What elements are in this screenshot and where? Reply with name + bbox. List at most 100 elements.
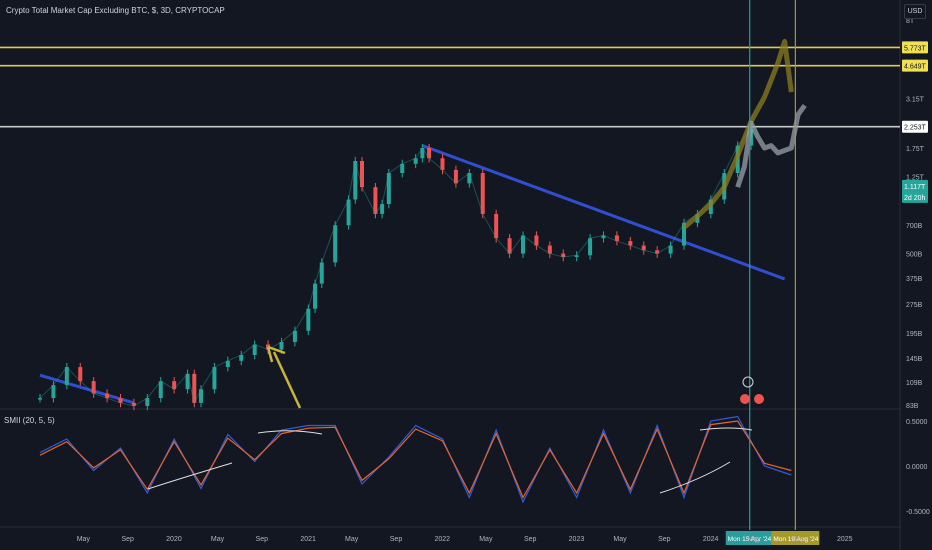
currency-selector[interactable]: USD [904, 4, 926, 19]
candle [534, 235, 539, 246]
indicator-y-tick-label: -0.5000 [906, 509, 930, 516]
y-tick-label: 195B [906, 331, 923, 338]
x-tick-label: May [748, 536, 762, 543]
candle [420, 148, 425, 159]
candle [628, 241, 633, 246]
y-tick-label: 3.15T [906, 96, 925, 103]
price-label: 2d 20h [904, 195, 926, 202]
price-label-box [902, 41, 928, 54]
candle [346, 199, 351, 226]
candle [507, 238, 512, 254]
x-tick-label: Sep [121, 536, 134, 543]
candle [225, 360, 230, 368]
x-tick-label: May [211, 536, 225, 543]
candle [319, 262, 324, 284]
candle [199, 389, 203, 403]
annotation-arrow-head [266, 345, 286, 363]
candle [494, 213, 499, 239]
x-tick-label: 2025 [837, 536, 853, 543]
x-tick-label: May [345, 536, 359, 543]
event-icon[interactable] [754, 394, 764, 404]
candle [145, 398, 150, 406]
candle [547, 245, 552, 254]
candle [574, 255, 579, 258]
candle [614, 235, 619, 242]
price-label-box [902, 179, 928, 192]
candle [467, 173, 472, 184]
y-tick-label: 700B [906, 223, 923, 230]
overlay-projection-gray [735, 103, 807, 188]
time-marker-label: Mon 19 Aug '24 [773, 536, 818, 543]
candle [380, 204, 385, 214]
y-tick-label: 109B [906, 380, 923, 387]
candle [118, 398, 123, 403]
candle [64, 367, 69, 386]
candle [682, 222, 686, 246]
candle [373, 187, 378, 214]
candle [427, 148, 432, 159]
indicator-y-tick-label: 0.5000 [906, 419, 928, 426]
price-label-box [902, 190, 928, 203]
candle [480, 173, 485, 214]
price-path [39, 128, 752, 407]
trendline[interactable] [39, 373, 135, 405]
chart-title: Crypto Total Market Cap Excluding BTC, $… [6, 6, 225, 15]
indicator-line-orange [39, 420, 792, 499]
time-marker-box [725, 531, 774, 545]
candle [655, 250, 660, 254]
candle [601, 235, 606, 239]
candle [453, 169, 458, 184]
x-tick-label: 2021 [300, 536, 316, 543]
time-marker-label: Mon 15 Apr '24 [728, 536, 772, 543]
candle [306, 308, 311, 331]
trendline[interactable] [421, 144, 786, 281]
y-tick-label: 275B [906, 302, 923, 309]
candle [252, 344, 257, 356]
x-tick-label: 2022 [435, 536, 451, 543]
indicator-annotation [257, 430, 323, 435]
y-tick-label: 500B [906, 252, 923, 259]
lightning-icon[interactable] [742, 376, 754, 388]
candle [105, 393, 110, 399]
candle [292, 330, 297, 343]
x-tick-label: Sep [524, 536, 537, 543]
candle [51, 385, 56, 399]
price-label: 4.649T [904, 64, 927, 71]
candle [360, 160, 364, 188]
y-tick-label: 375B [906, 276, 923, 283]
x-tick-label: Sep [658, 536, 671, 543]
candle [353, 160, 358, 200]
time-marker-box [771, 531, 820, 545]
candle [78, 367, 83, 382]
candle [333, 225, 338, 263]
candle [641, 245, 646, 251]
overlay-projection-gold [682, 38, 794, 230]
x-tick-label: Sep [792, 536, 805, 543]
price-label: 2.253T [904, 125, 927, 132]
x-tick-label: May [479, 536, 493, 543]
price-label-box [902, 120, 928, 133]
indicator-annotation [659, 461, 731, 494]
candle [588, 238, 593, 256]
price-label: 5.773T [904, 45, 927, 52]
candle [172, 381, 177, 390]
candle [279, 342, 284, 350]
candle [668, 245, 673, 254]
indicator-annotation [147, 462, 233, 490]
indicator-y-tick-label: 0.0000 [906, 464, 928, 471]
candle [386, 173, 391, 205]
candle [38, 398, 42, 400]
indicator-label[interactable]: SMII (20, 5, 5) [4, 416, 55, 425]
x-tick-label: 2020 [166, 536, 182, 543]
x-tick-label: May [613, 536, 627, 543]
annotation-arrow [272, 351, 302, 409]
candle [91, 381, 96, 394]
candle [192, 373, 197, 403]
y-tick-label: 8T [906, 18, 915, 25]
event-icon[interactable] [740, 394, 750, 404]
candle [561, 253, 566, 258]
x-tick-label: May [77, 536, 91, 543]
indicator-annotation [699, 427, 753, 431]
x-tick-label: Sep [256, 536, 269, 543]
